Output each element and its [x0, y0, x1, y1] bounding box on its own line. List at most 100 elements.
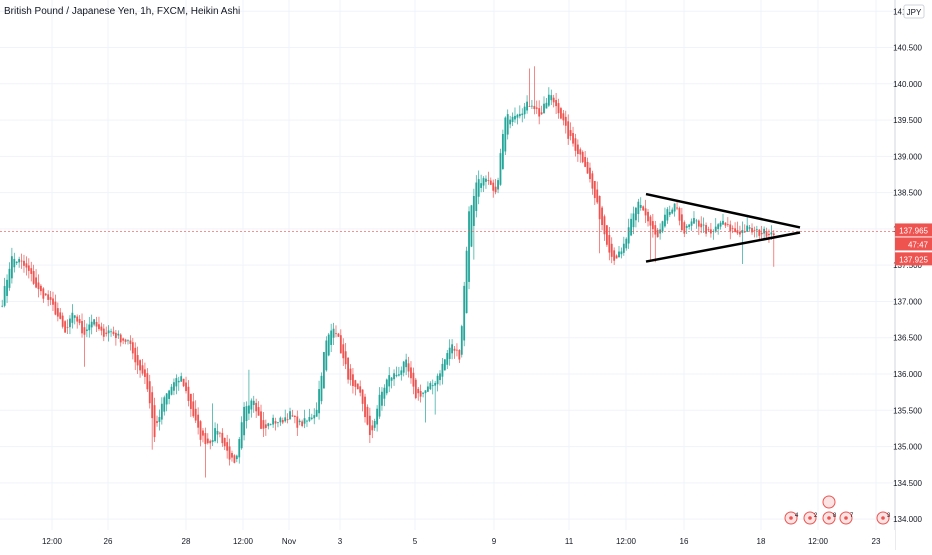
candle-body[interactable]: [516, 114, 519, 118]
candle-body[interactable]: [470, 205, 473, 247]
candle-body[interactable]: [709, 229, 712, 234]
candle-body[interactable]: [3, 286, 6, 306]
candle-body[interactable]: [719, 222, 722, 227]
candle-body[interactable]: [651, 221, 654, 230]
candle-body[interactable]: [308, 417, 311, 421]
candle-body[interactable]: [424, 390, 427, 394]
candle-body[interactable]: [78, 319, 81, 324]
candle-body[interactable]: [506, 114, 509, 135]
candle-body[interactable]: [134, 347, 137, 363]
candle-body[interactable]: [98, 324, 100, 329]
candle-body[interactable]: [218, 432, 221, 434]
candle-body[interactable]: [378, 394, 381, 417]
candle-body[interactable]: [523, 106, 526, 115]
candle-body[interactable]: [644, 208, 647, 216]
candle-body[interactable]: [303, 418, 306, 424]
candle-body[interactable]: [170, 386, 173, 395]
candle-body[interactable]: [489, 180, 492, 185]
candle-body[interactable]: [414, 379, 417, 399]
candle-body[interactable]: [383, 387, 386, 399]
candle-body[interactable]: [139, 360, 141, 371]
candle-body[interactable]: [269, 424, 272, 426]
candle-body[interactable]: [671, 209, 674, 214]
candle-body[interactable]: [216, 430, 219, 435]
candle-body[interactable]: [223, 438, 226, 447]
currency-badge-box[interactable]: [903, 4, 925, 19]
candle-body[interactable]: [127, 340, 129, 342]
candle-body[interactable]: [649, 216, 652, 226]
candle-body[interactable]: [124, 339, 127, 342]
candle-body[interactable]: [593, 180, 596, 199]
candle-body[interactable]: [182, 378, 185, 387]
candle-body[interactable]: [209, 440, 212, 444]
candle-body[interactable]: [472, 196, 475, 226]
candle-body[interactable]: [511, 116, 514, 122]
candle-body[interactable]: [533, 105, 536, 110]
candle-body[interactable]: [342, 344, 345, 359]
triangle-lower-trendline[interactable]: [645, 231, 801, 263]
candle-body[interactable]: [705, 225, 707, 234]
candle-body[interactable]: [412, 372, 415, 387]
candle-body[interactable]: [301, 421, 304, 426]
candle-body[interactable]: [15, 261, 18, 264]
candle-body[interactable]: [668, 211, 671, 215]
candle-body[interactable]: [274, 421, 277, 424]
candle-body[interactable]: [678, 208, 681, 221]
candle-body[interactable]: [368, 415, 371, 436]
candle-body[interactable]: [173, 382, 175, 391]
candle-body[interactable]: [468, 211, 470, 282]
candle-body[interactable]: [613, 250, 616, 261]
candle-body[interactable]: [741, 229, 744, 234]
candle-body[interactable]: [344, 351, 347, 365]
candle-body[interactable]: [13, 258, 16, 268]
candle-body[interactable]: [618, 251, 620, 258]
candle-body[interactable]: [538, 108, 541, 117]
candle-body[interactable]: [591, 173, 594, 189]
candle-body[interactable]: [114, 332, 117, 339]
candle-body[interactable]: [731, 227, 734, 229]
candle-body[interactable]: [352, 374, 354, 387]
candle-body[interactable]: [131, 342, 134, 354]
candle-body[interactable]: [180, 376, 183, 382]
candle-body[interactable]: [635, 207, 637, 221]
candle-body[interactable]: [165, 393, 168, 405]
candle-body[interactable]: [141, 365, 144, 374]
candle-body[interactable]: [315, 409, 318, 417]
candle-body[interactable]: [214, 428, 216, 442]
candle-body[interactable]: [187, 386, 190, 401]
candle-body[interactable]: [376, 408, 379, 425]
candle-body[interactable]: [25, 263, 28, 268]
candle-body[interactable]: [156, 421, 158, 423]
candle-body[interactable]: [61, 315, 64, 327]
candle-body[interactable]: [456, 349, 458, 351]
candle-body[interactable]: [339, 335, 342, 354]
candle-body[interactable]: [69, 318, 71, 328]
candle-body[interactable]: [185, 382, 187, 392]
candle-body[interactable]: [373, 420, 376, 428]
candle-body[interactable]: [405, 359, 408, 368]
candle-body[interactable]: [211, 440, 214, 443]
candle-body[interactable]: [148, 381, 151, 404]
candle-body[interactable]: [88, 324, 91, 331]
candle-body[interactable]: [44, 293, 47, 296]
candle-body[interactable]: [310, 417, 313, 419]
candle-body[interactable]: [463, 285, 466, 341]
candle-body[interactable]: [543, 103, 545, 114]
candle-body[interactable]: [751, 227, 753, 233]
candle-body[interactable]: [100, 326, 103, 331]
candle-body[interactable]: [407, 363, 410, 372]
candle-body[interactable]: [460, 326, 463, 355]
candle-body[interactable]: [267, 423, 270, 427]
candle-body[interactable]: [410, 367, 412, 379]
candle-body[interactable]: [371, 425, 374, 431]
candle-body[interactable]: [605, 225, 608, 245]
candle-body[interactable]: [601, 207, 603, 226]
candle-body[interactable]: [702, 224, 705, 226]
candle-body[interactable]: [572, 133, 574, 144]
candle-body[interactable]: [322, 352, 325, 389]
candle-body[interactable]: [567, 121, 570, 139]
candle-body[interactable]: [83, 327, 86, 335]
candle-body[interactable]: [560, 108, 562, 119]
candle-body[interactable]: [56, 308, 59, 317]
candle-body[interactable]: [40, 285, 42, 292]
